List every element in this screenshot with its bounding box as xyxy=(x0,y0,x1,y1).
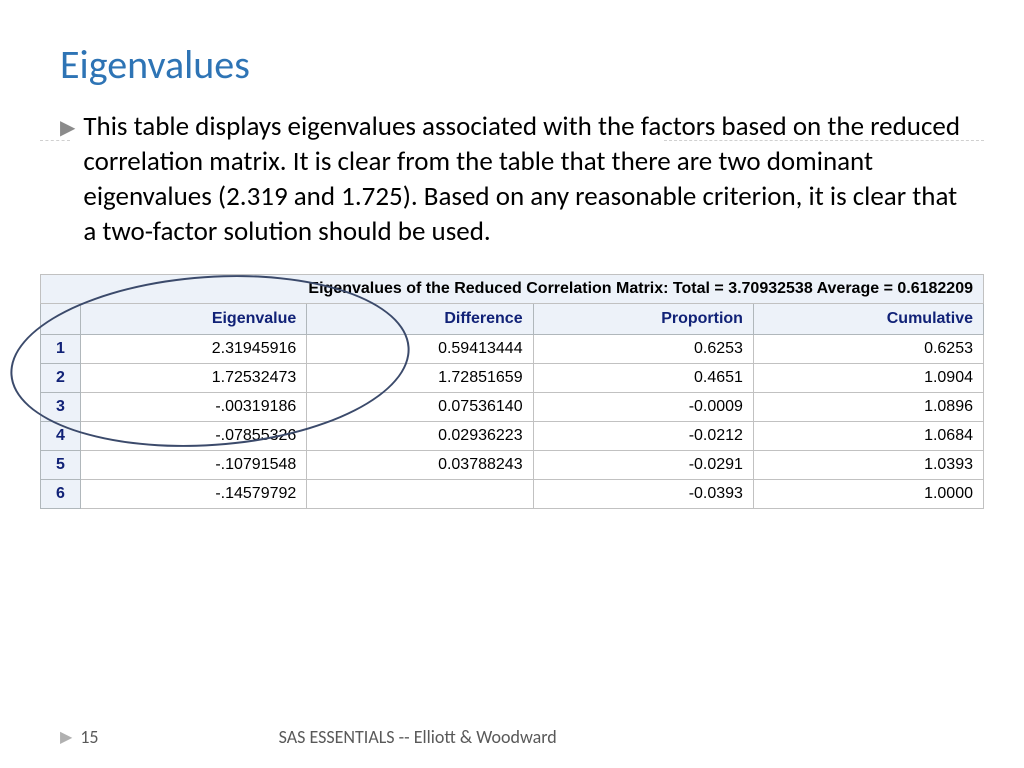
cell: -0.0393 xyxy=(533,480,753,509)
row-number: 3 xyxy=(41,393,81,422)
slide-footer: ▶ 15 SAS ESSENTIALS -- Elliott & Woodwar… xyxy=(0,726,1024,748)
cell: 1.0393 xyxy=(753,451,983,480)
table-row: 4 -.07855326 0.02936223 -0.0212 1.0684 xyxy=(41,422,984,451)
col-eigenvalue: Eigenvalue xyxy=(81,304,307,335)
col-cumulative: Cumulative xyxy=(753,304,983,335)
cell: -0.0009 xyxy=(533,393,753,422)
cell xyxy=(307,480,533,509)
row-number: 2 xyxy=(41,364,81,393)
cell: 2.31945916 xyxy=(81,335,307,364)
table-region: Eigenvalues of the Reduced Correlation M… xyxy=(0,274,1024,509)
table-caption: Eigenvalues of the Reduced Correlation M… xyxy=(41,275,984,304)
cell: 0.6253 xyxy=(533,335,753,364)
col-difference: Difference xyxy=(307,304,533,335)
cell: -.00319186 xyxy=(81,393,307,422)
cell: 0.02936223 xyxy=(307,422,533,451)
footer-mark-icon: ▶ xyxy=(60,727,72,747)
cell: -0.0212 xyxy=(533,422,753,451)
page-number: 15 xyxy=(80,726,98,748)
cell: 1.0684 xyxy=(753,422,983,451)
table-row: 5 -.10791548 0.03788243 -0.0291 1.0393 xyxy=(41,451,984,480)
cell: 0.59413444 xyxy=(307,335,533,364)
cell: 0.6253 xyxy=(753,335,983,364)
cell: 1.72532473 xyxy=(81,364,307,393)
footer-text: SAS ESSENTIALS -- Elliott & Woodward xyxy=(279,726,964,748)
decor-dash-left xyxy=(40,140,70,141)
cell: 0.4651 xyxy=(533,364,753,393)
body-paragraph: This table displays eigenvalues associat… xyxy=(83,109,964,249)
cell: 1.0000 xyxy=(753,480,983,509)
table-row: 3 -.00319186 0.07536140 -0.0009 1.0896 xyxy=(41,393,984,422)
decor-dash-right xyxy=(664,140,984,141)
slide-title: Eigenvalues xyxy=(60,40,964,89)
row-number: 1 xyxy=(41,335,81,364)
eigenvalues-table: Eigenvalues of the Reduced Correlation M… xyxy=(40,274,984,509)
cell: -0.0291 xyxy=(533,451,753,480)
cell: -.10791548 xyxy=(81,451,307,480)
cell: -.07855326 xyxy=(81,422,307,451)
col-proportion: Proportion xyxy=(533,304,753,335)
row-number: 5 xyxy=(41,451,81,480)
cell: 0.07536140 xyxy=(307,393,533,422)
table-row: 6 -.14579792 -0.0393 1.0000 xyxy=(41,480,984,509)
table-row: 2 1.72532473 1.72851659 0.4651 1.0904 xyxy=(41,364,984,393)
cell: 1.72851659 xyxy=(307,364,533,393)
cell: 1.0904 xyxy=(753,364,983,393)
table-row: 1 2.31945916 0.59413444 0.6253 0.6253 xyxy=(41,335,984,364)
bullet-icon: ▶ xyxy=(60,115,75,140)
col-rownum xyxy=(41,304,81,335)
cell: -.14579792 xyxy=(81,480,307,509)
row-number: 4 xyxy=(41,422,81,451)
cell: 0.03788243 xyxy=(307,451,533,480)
table-header-row: Eigenvalue Difference Proportion Cumulat… xyxy=(41,304,984,335)
cell: 1.0896 xyxy=(753,393,983,422)
row-number: 6 xyxy=(41,480,81,509)
